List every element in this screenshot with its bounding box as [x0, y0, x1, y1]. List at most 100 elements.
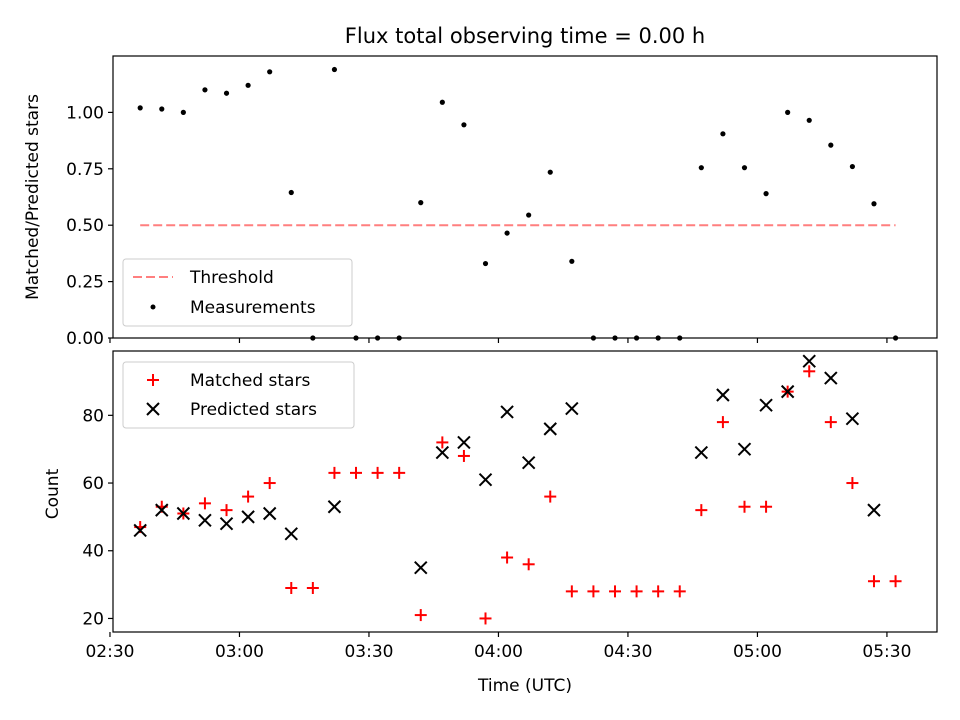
- matched-star-marker: [285, 581, 298, 594]
- predicted-star-marker: [478, 472, 493, 487]
- top-y-tick-label: 0.75: [66, 160, 104, 180]
- measurement-point: [223, 90, 230, 96]
- measurement-point: [569, 258, 575, 264]
- measurement-point: [137, 105, 143, 111]
- matched-star-marker: [436, 436, 449, 449]
- matched-star-marker: [565, 585, 578, 598]
- matched-star-marker: [414, 609, 427, 622]
- measurement-point: [871, 201, 877, 207]
- matched-star-marker: [479, 612, 492, 625]
- predicted-star-marker: [759, 398, 773, 412]
- predicted-star-marker: [737, 442, 752, 456]
- bottom-x-tick-label: 03:30: [344, 642, 393, 662]
- matched-star-marker: [652, 585, 665, 598]
- bottom-x-tick-label: 04:30: [603, 642, 652, 662]
- predicted-star-marker: [435, 445, 450, 460]
- bottom-y-axis-title: Count: [43, 468, 63, 519]
- matched-star-marker: [889, 575, 902, 588]
- top-y-tick-label: 0.00: [66, 329, 104, 349]
- measurement-point: [741, 165, 748, 171]
- matched-star-marker: [457, 449, 470, 462]
- predicted-star-marker: [414, 560, 428, 575]
- measurement-point: [849, 163, 855, 170]
- bottom-legend: Matched stars Predicted stars: [122, 361, 355, 429]
- predicted-star-marker: [284, 527, 298, 541]
- measurement-point: [202, 87, 208, 93]
- predicted-star-marker: [219, 516, 234, 531]
- matched-star-markers: [134, 365, 902, 625]
- measurement-point: [547, 169, 553, 175]
- predicted-star-marker: [457, 435, 471, 450]
- legend-matched-swatch: [147, 374, 159, 386]
- matched-star-marker: [760, 500, 773, 513]
- legend-predicted-label: Predicted stars: [190, 400, 317, 420]
- predicted-star-marker: [176, 506, 191, 521]
- measurement-point: [806, 117, 812, 123]
- legend-threshold-label: Threshold: [189, 268, 274, 288]
- measurement-point: [180, 109, 186, 115]
- bottom-x-ticks: 02:30 03:00 03:30 04:00 04:30 05:00 05:30: [85, 632, 911, 662]
- measurement-points: [137, 66, 899, 341]
- matched-star-marker: [263, 477, 276, 490]
- predicted-star-marker: [716, 388, 730, 402]
- measurement-point: [439, 99, 445, 105]
- predicted-star-marker: [500, 405, 514, 419]
- predicted-star-marker: [867, 503, 881, 517]
- predicted-star-marker: [262, 506, 277, 521]
- predicted-star-marker: [824, 371, 838, 385]
- measurement-point: [267, 69, 273, 75]
- matched-star-marker: [501, 551, 514, 564]
- bottom-legend-box: [122, 361, 355, 429]
- top-y-tick-label: 1.00: [66, 103, 104, 123]
- measurement-point: [698, 165, 704, 171]
- matched-star-marker: [867, 575, 880, 588]
- matched-star-marker: [220, 504, 233, 517]
- matched-star-marker: [716, 416, 729, 429]
- bottom-y-tick-label: 80: [82, 406, 104, 426]
- bottom-y-tick-label: 20: [82, 609, 104, 629]
- top-y-tick-label: 0.25: [66, 273, 104, 293]
- legend-measurements-swatch: [150, 304, 156, 310]
- matched-star-marker: [393, 466, 406, 479]
- measurement-point: [418, 200, 424, 206]
- matched-star-marker: [824, 416, 837, 429]
- bottom-y-ticks: 20 40 60 80: [82, 406, 113, 629]
- bottom-y-tick-label: 40: [82, 542, 104, 562]
- matched-star-marker: [846, 477, 859, 490]
- measurement-point: [245, 82, 251, 88]
- predicted-star-marker: [327, 500, 342, 514]
- matched-star-marker: [587, 585, 600, 598]
- measurement-point: [720, 131, 726, 137]
- bottom-x-tick-label: 03:00: [215, 642, 264, 662]
- matched-star-marker: [371, 466, 384, 479]
- matched-star-marker: [328, 466, 341, 479]
- matched-star-marker: [544, 490, 557, 503]
- measurement-point: [461, 122, 467, 128]
- predicted-star-marker: [845, 412, 860, 426]
- bottom-x-tick-label: 05:00: [733, 642, 782, 662]
- predicted-star-marker: [543, 422, 557, 436]
- measurement-point: [159, 106, 165, 112]
- predicted-star-marker: [780, 384, 795, 399]
- predicted-star-marker: [521, 456, 536, 470]
- matched-star-marker: [803, 365, 816, 378]
- predicted-star-marker: [155, 503, 169, 517]
- matched-star-marker: [350, 466, 363, 479]
- predicted-star-marker: [694, 445, 709, 460]
- predicted-star-marker: [198, 513, 212, 527]
- top-x-ticks: [109, 338, 888, 343]
- bottom-x-tick-label: 02:30: [85, 642, 134, 662]
- legend-matched-label: Matched stars: [190, 371, 310, 391]
- bottom-y-tick-label: 60: [82, 474, 104, 494]
- matched-star-marker: [198, 497, 211, 510]
- matched-star-marker: [306, 581, 319, 594]
- matched-star-marker: [673, 585, 686, 598]
- top-plot-frame: [112, 55, 938, 339]
- matched-star-marker: [608, 585, 621, 598]
- bottom-x-tick-label: 05:30: [862, 642, 911, 662]
- matched-star-marker: [630, 585, 643, 598]
- top-legend: Threshold Measurements: [122, 258, 353, 327]
